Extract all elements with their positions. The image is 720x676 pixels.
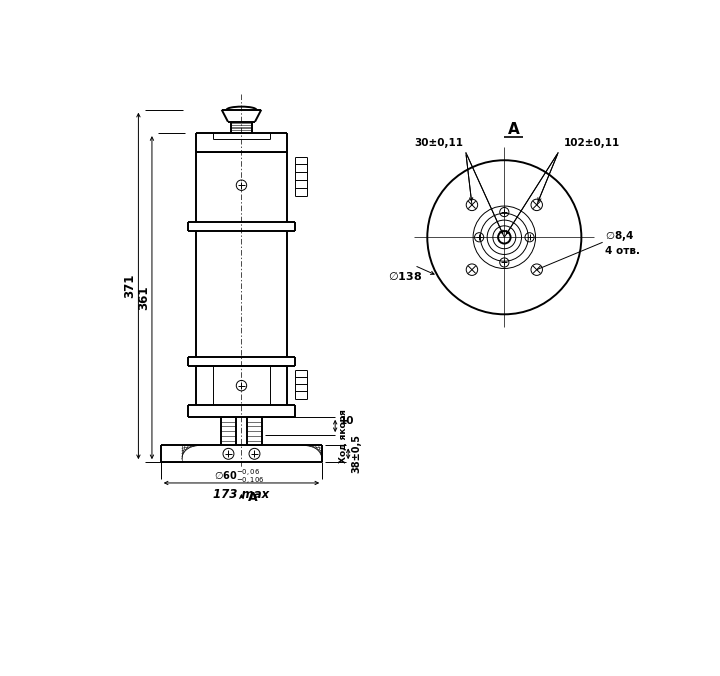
Text: 38±0,5: 38±0,5	[352, 434, 362, 473]
Text: 361: 361	[137, 285, 150, 310]
Text: Ход якоря: Ход якоря	[339, 410, 348, 463]
Text: $\varnothing$60$^{-0,06}_{-0,106}$: $\varnothing$60$^{-0,06}_{-0,106}$	[214, 467, 264, 486]
Text: 173 max: 173 max	[213, 488, 269, 501]
Text: 102±0,11: 102±0,11	[564, 139, 620, 148]
Text: 371: 371	[124, 274, 137, 298]
Text: A: A	[248, 491, 257, 504]
Text: $\varnothing$8,4: $\varnothing$8,4	[605, 229, 634, 243]
Text: 10: 10	[339, 416, 354, 426]
Text: 4 отв.: 4 отв.	[605, 246, 640, 256]
Text: 30±0,11: 30±0,11	[414, 139, 463, 148]
Text: $\varnothing$138: $\varnothing$138	[388, 270, 423, 282]
Text: А: А	[508, 122, 520, 137]
